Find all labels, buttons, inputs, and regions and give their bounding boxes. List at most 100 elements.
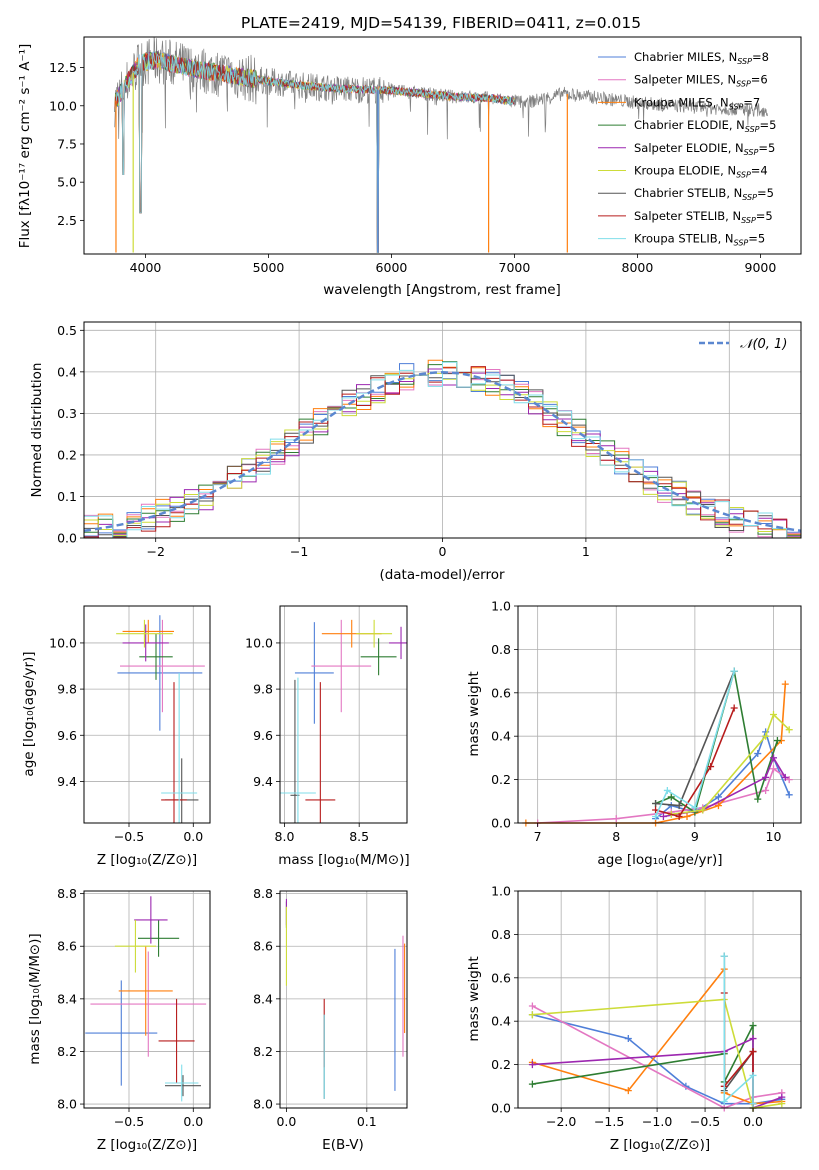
y-tick-label: 5.0 [57,175,77,190]
mass-weight-marker [675,812,683,820]
panel-age-vs-Z: −0.5 0.0 9.4 9.6 9.8 10.0 Z [log₁₀(Z/Z⊙)] age… [21,605,211,868]
legend-series-name: Chabrier MILES [634,50,721,64]
mass-weight-marker [528,1011,536,1019]
mass-weight-marker [663,786,671,794]
mass-weight-marker [749,1071,757,1079]
legend-n-subscript: SSP [742,193,757,202]
x-tick-label: 0.0 [183,829,203,844]
y-tick-label: 8.6 [57,939,77,954]
legend-nssp-value: =8 [752,50,769,64]
legend-label: Chabrier STELIB, NSSP=5 [634,186,774,202]
legend-nssp-value: =7 [743,95,760,109]
x-tick-label: 5000 [253,260,285,275]
mass-weight-marker [652,812,660,820]
errorbar-point [165,1075,201,1097]
errorbar-point [311,619,372,713]
mass-weight-marker [528,1061,536,1069]
y-tick-label: 0.8 [491,642,511,657]
legend-n-label: , N [713,95,729,109]
x-tick-label: 8 [612,829,620,844]
x-tick-label: −0.5 [690,1114,720,1129]
age-vs-Z-ylabel: age [log₁₀(age/yr)] [21,651,37,776]
errorbar-point [116,619,173,648]
x-tick-label: 6000 [376,260,408,275]
y-tick-label: 0.3 [57,406,77,421]
x-tick-label: −2.0 [546,1114,576,1129]
y-tick-label: 0.0 [491,816,511,831]
mass-weight-marker [785,791,793,799]
mass-weight-marker [781,680,789,688]
spectrum-axes-frame [83,36,802,255]
mass-weight-line [532,1005,782,1109]
panel-age-vs-mass: 8.0 8.5 9.4 9.6 9.8 10.0 mass [log₁₀(M/M⊙)] [245,605,410,868]
legend-n-label: , N [720,164,736,178]
y-tick-label: 10.0 [245,635,273,650]
legend-nssp-value: =5 [760,118,777,132]
legend-n-subscript: SSP [745,125,760,134]
mass-weight-marker [754,795,762,803]
age-vs-Z-axes-frame [83,605,211,824]
x-tick-label: −2 [146,544,164,559]
legend-nssp-value: =4 [751,164,768,178]
mass-weight-vs-Z-axes-frame [517,890,802,1109]
model-spectrum-line [114,52,515,253]
mass-weight-marker [778,1100,786,1108]
mass-weight-marker [624,1087,632,1095]
mass-weight-marker [749,1048,757,1056]
x-tick-label: −1.5 [594,1114,624,1129]
mass-weight-vs-age-ylabel: mass weight [466,671,482,756]
errorbar-point [138,919,180,957]
model-spectrum-line [114,49,515,253]
spectrum-ylabel: Flux [fλ10⁻¹⁷ erg cm⁻² s⁻¹ A⁻¹] [17,44,33,249]
legend-nssp-value: =5 [756,209,773,223]
errorbar-point [134,896,168,944]
y-tick-label: 0.6 [491,685,511,700]
errorbar-point [389,626,407,660]
x-tick-label: −1.0 [642,1114,672,1129]
legend-label: Chabrier MILES, NSSP=8 [634,50,769,66]
mass-weight-marker [699,806,707,814]
errorbar-point [122,624,169,662]
mass-vs-ebv-axes-frame [279,890,408,1109]
legend-label: Kroupa MILES, NSSP=7 [634,95,760,111]
mass-weight-marker [778,1093,786,1101]
mass-weight-marker [754,750,762,758]
legend-series-name: Chabrier STELIB [634,186,726,200]
y-tick-label: 1.0 [491,599,511,614]
panel-residuals: −2 −1 0 1 2 0.0 0.1 0.2 0.3 0.4 0.5 𝒩(0, 1) (data-… [29,321,802,583]
y-tick-label: 2.5 [57,213,77,228]
mass-weight-marker [714,793,722,801]
x-tick-label: 10 [766,829,782,844]
y-tick-label: 8.2 [253,1044,273,1059]
legend-label: Kroupa ELODIE, NSSP=4 [634,164,768,180]
panel-spectrum: 4000 5000 6000 7000 8000 9000 2.5 5.0 7.5 10.0 12.… [17,36,802,298]
legend-n-label: , N [726,186,742,200]
y-tick-label: 0.2 [491,772,511,787]
mass-weight-marker [528,1080,536,1088]
legend-label: Chabrier ELODIE, NSSP=5 [634,118,776,134]
mass-weight-vs-age-xlabel: age [log₁₀(age/yr)] [597,852,722,868]
legend-nssp-value: =5 [758,141,775,155]
mass-weight-marker [667,793,675,801]
y-tick-label: 7.5 [57,136,77,151]
mass-weight-marker [769,711,777,718]
errorbar-point [90,951,207,1057]
y-tick-label: 0.6 [491,970,511,985]
legend-series-name: Chabrier ELODIE [634,118,729,132]
legend-series-name: Kroupa MILES [634,95,713,109]
panel-mass-vs-Z: −0.5 0.0 8.0 8.2 8.4 8.6 8.8 Z [log₁₀(Z/Z⊙)] m… [27,886,211,1153]
errorbar-point [161,672,198,823]
normal-legend-label: 𝒩(0, 1) [740,337,787,352]
residual-histogram-step [84,361,801,538]
y-tick-label: 0.4 [491,729,511,744]
mass-weight-marker [720,952,728,960]
x-tick-label: 8.0 [275,829,295,844]
mass-weight-marker [785,726,793,734]
model-spectrum-line [114,51,515,253]
x-tick-label: −0.5 [114,1114,144,1129]
y-tick-label: 8.4 [253,991,273,1006]
panel-mass-weight-vs-Z: −2.0 −1.5 −1.0 −0.5 0.0 0.0 0.2 0.4 0.6 0.8 1.0 Z … [466,884,802,1153]
age-vs-mass-axes-frame [279,605,408,824]
mass-weight-marker [659,812,667,820]
